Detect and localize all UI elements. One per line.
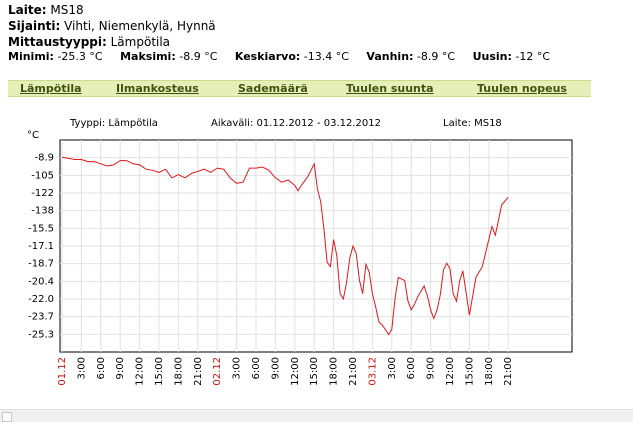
measure-line: Mittaustyyppi: Lämpötila — [8, 34, 170, 50]
location-line: Sijainti: Vihti, Niemenkylä, Hynnä — [8, 18, 216, 34]
y-tick-label: -18.7 — [28, 259, 54, 270]
tab-sademaara[interactable]: Sademäärä — [238, 82, 308, 95]
x-tick-label: 3:00 — [76, 357, 87, 379]
x-tick-label-date: 03.12 — [367, 357, 378, 386]
max-label: Maksimi: — [120, 50, 176, 63]
x-tick-label: 15:00 — [464, 357, 475, 386]
y-tick-label: -23.7 — [28, 312, 54, 323]
y-tick-labels: -8.9 -105 -122 -138 -15.5 -17.1 -18.7 -20.4 -22.… — [28, 153, 54, 341]
chart-type-header: Tyyppi: Lämpötila — [69, 118, 158, 129]
y-tick-label: -8.9 — [34, 153, 54, 164]
tab-lampotila[interactable]: Lämpötila — [20, 82, 82, 95]
series-line-temperature — [61, 156, 509, 336]
tab-tuulen-suunta[interactable]: Tuulen suunta — [346, 82, 434, 95]
x-tick-label: 12:00 — [290, 357, 301, 386]
y-tick-label: -105 — [31, 170, 54, 181]
x-tick-label: 21:00 — [503, 357, 514, 386]
stats-line: Minimi: -25.3 °C Maksimi: -8.9 °C Keskia… — [8, 50, 550, 63]
x-tick-label: 3:00 — [232, 357, 243, 379]
measure-label: Mittaustyyppi: — [8, 35, 107, 49]
x-tick-label: 9:00 — [270, 357, 281, 379]
x-tick-label: 15:00 — [309, 357, 320, 386]
y-tick-label: -122 — [31, 188, 54, 199]
y-tick-label: -22.0 — [28, 294, 54, 305]
x-tick-label: 12:00 — [445, 357, 456, 386]
location-label: Sijainti: — [8, 19, 61, 33]
x-tick-label: 9:00 — [115, 357, 126, 379]
x-tick-label: 15:00 — [154, 357, 165, 386]
x-tick-label-date: 02.12 — [212, 357, 223, 386]
oldest-value: -8.9 °C — [416, 50, 456, 63]
y-tick-label: -138 — [31, 206, 54, 217]
avg-value: -13.4 °C — [303, 50, 349, 63]
min-label: Minimi: — [8, 50, 54, 63]
tab-ilmankosteus[interactable]: Ilmankosteus — [116, 82, 199, 95]
y-tick-label: -20.4 — [28, 276, 54, 287]
location-value: Vihti, Niemenkylä, Hynnä — [64, 19, 216, 33]
x-tick-label: 12:00 — [135, 357, 146, 386]
grid — [60, 140, 572, 352]
x-tick-label: 21:00 — [348, 357, 359, 386]
y-axis-unit: °C — [27, 130, 39, 141]
measure-value: Lämpötila — [110, 35, 171, 49]
avg-label: Keskiarvo: — [234, 50, 301, 63]
x-tick-label: 3:00 — [387, 357, 398, 379]
x-tick-label: 6:00 — [406, 357, 417, 379]
device-value: MS18 — [50, 3, 84, 17]
device-label: Laite: — [8, 3, 47, 17]
chart-range-header: Aikaväli: 01.12.2012 - 03.12.2012 — [211, 118, 381, 129]
y-tick-label: -15.5 — [28, 223, 54, 234]
max-value: -8.9 °C — [179, 50, 218, 63]
x-tick-label: 21:00 — [193, 357, 204, 386]
measurement-tabs: Lämpötila Ilmankosteus Sademäärä Tuulen … — [8, 80, 591, 97]
newest-label: Uusin: — [472, 50, 512, 63]
y-tick-label: -17.1 — [28, 241, 54, 252]
x-tick-label: 6:00 — [251, 357, 262, 379]
min-value: -25.3 °C — [57, 50, 103, 63]
x-tick-label: 18:00 — [329, 357, 340, 386]
x-tick-label: 9:00 — [426, 357, 437, 379]
temperature-chart: Tyyppi: Lämpötila Aikaväli: 01.12.2012 -… — [27, 118, 573, 386]
x-tick-label: 18:00 — [484, 357, 495, 386]
status-bar — [0, 409, 633, 422]
x-tick-label-date: 01.12 — [57, 357, 68, 386]
y-tick-label: -25.3 — [28, 329, 54, 340]
newest-value: -12 °C — [515, 50, 551, 63]
device-line: Laite: MS18 — [8, 2, 84, 18]
x-tick-label: 6:00 — [96, 357, 107, 379]
x-tick-labels: 01.12 3:00 6:00 9:00 12:00 15:00 18:00 21:00 02.… — [57, 357, 514, 386]
tab-tuulen-nopeus[interactable]: Tuulen nopeus — [477, 82, 567, 95]
oldest-label: Vanhin: — [366, 50, 414, 63]
x-tick-label: 18:00 — [173, 357, 184, 386]
chart-device-header: Laite: MS18 — [443, 118, 502, 129]
